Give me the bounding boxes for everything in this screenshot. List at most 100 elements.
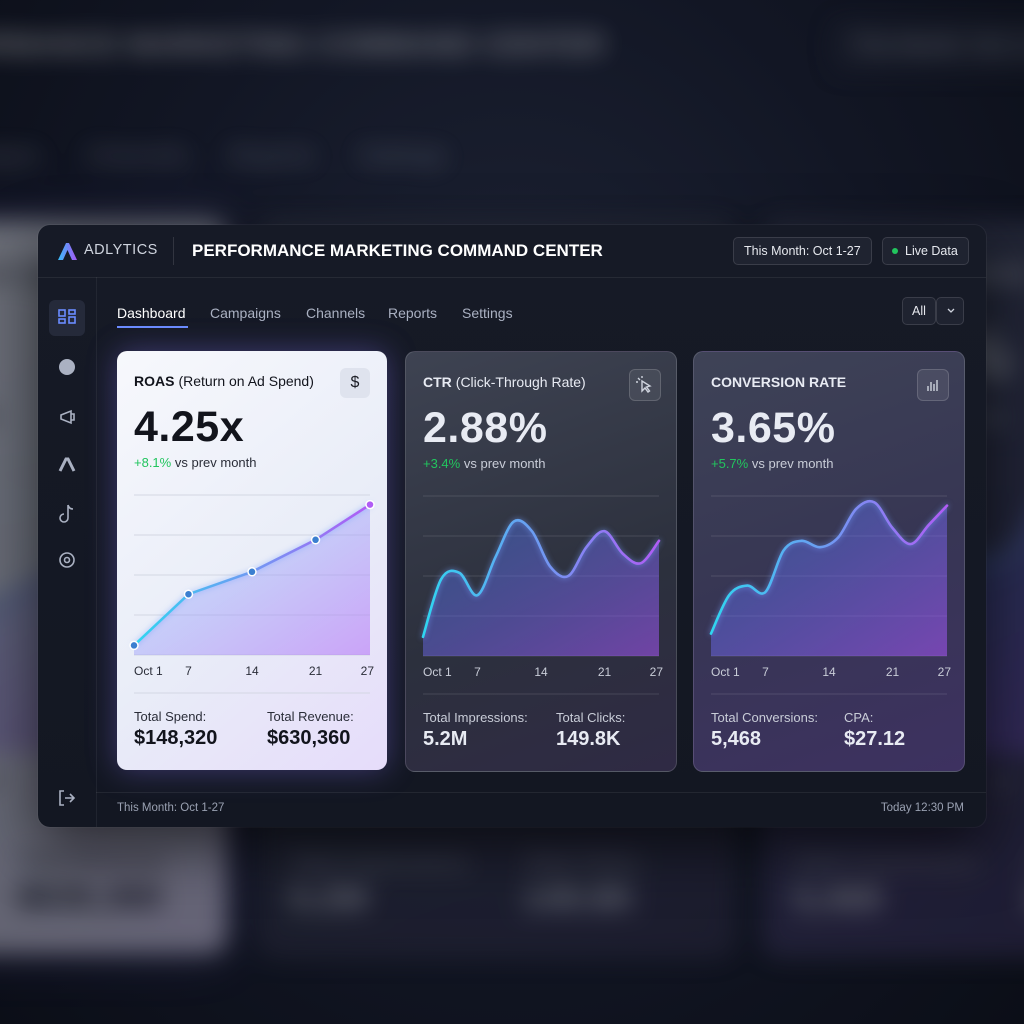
nav-tab: Campaigns (0, 140, 41, 168)
active-tab-underline (117, 326, 188, 328)
nav-tab[interactable]: Reports (388, 305, 438, 321)
footer-divider (96, 792, 986, 793)
header-bar: ADLYTICS PERFORMANCE MARKETING COMMAND C… (38, 225, 986, 278)
card-icon (917, 369, 949, 401)
total-value: 149.8K (556, 728, 621, 750)
metric-card: Oct 1 7 14 21 27 CONVERSION RATE 3.65% +5.7% vs… (693, 351, 965, 772)
x-tick-label: 21 (886, 665, 900, 679)
x-tick-label: 14 (0, 770, 2, 793)
nav-tab[interactable]: Campaigns (210, 305, 281, 321)
filter-dropdown[interactable]: All (902, 297, 936, 325)
icon-glyph (927, 380, 938, 391)
area-fill (423, 520, 659, 656)
live-dot (892, 248, 898, 254)
footer-timestamp: Today 12:30 PM (880, 802, 964, 814)
total-label: Total Conversions: (793, 848, 981, 875)
x-tick-label: 27 (361, 664, 375, 678)
x-tick-label: 7 (185, 664, 192, 678)
metric-change: +5.7% vs prev month (711, 456, 834, 471)
area-fill (711, 501, 947, 656)
data-point (247, 567, 257, 577)
x-tick-label: 27 (938, 665, 952, 679)
footer-date-range: This Month: Oct 1-27 (117, 802, 225, 814)
line (421, 518, 661, 639)
total-value: 5.2M (423, 728, 468, 750)
data-point (129, 640, 139, 651)
metric-value: 2.88% (423, 404, 548, 452)
icon-path (636, 376, 652, 393)
metric-change: +8.1% vs prev month (134, 455, 257, 470)
total-label: Total Impressions: (289, 848, 474, 875)
page-title: PERFORMANCE MARKETING COMMAND CENTER (0, 28, 605, 62)
card-title: CONVERSION RATE (711, 374, 846, 390)
icon-glyph (636, 376, 652, 393)
dashboard-icon[interactable] (58, 309, 76, 324)
x-tick-label: 21 (309, 664, 323, 678)
x-tick-label: 14 (245, 664, 259, 678)
total-value: 5,468 (793, 880, 882, 919)
change-text: vs prev month (463, 456, 546, 471)
total-label: Total Clicks: (522, 848, 644, 875)
footer-divider (0, 992, 1024, 994)
line-chart: Oct 1 7 14 21 27 (129, 494, 375, 694)
metric-card: Oct 1 7 14 21 27 ROAS(Return on Ad Spend) $4.2… (117, 351, 387, 770)
card-icon: $ (340, 368, 370, 398)
x-tick-label: 27 (650, 665, 664, 679)
page-title: PERFORMANCE MARKETING COMMAND CENTER (192, 241, 603, 260)
icon-path (927, 380, 938, 391)
total-label: Total Impressions: (423, 710, 528, 725)
data-point (310, 535, 321, 545)
total-value: $148,320 (134, 727, 218, 749)
nav-tab[interactable]: Settings (462, 305, 513, 321)
logout-icon[interactable] (59, 790, 76, 806)
metric-subtitle: (Click-Through Rate) (455, 374, 586, 390)
date-range-button: This Month: Oct 1-27 (832, 21, 1024, 70)
total-value: $27.12 (844, 728, 906, 750)
card-title: CTR(Click-Through Rate) (423, 374, 586, 390)
x-tick-label: 7 (762, 665, 769, 679)
x-tick-label: Oct 1 (423, 665, 452, 679)
total-value: 5.2M (289, 880, 368, 919)
x-tick-label: Oct 1 (711, 665, 740, 679)
date-range-button[interactable]: This Month: Oct 1-27 (733, 237, 872, 265)
x-tick-label: 21 (598, 665, 612, 679)
change-text: vs prev month (751, 456, 834, 471)
total-label: Total Clicks: (556, 710, 626, 725)
x-tick-label: Oct 1 (134, 664, 163, 678)
active-icon-bg (49, 300, 85, 336)
change-value: +8.1% (134, 455, 172, 470)
live-data-label: Live Data (905, 244, 958, 258)
total-value: 5,468 (711, 728, 762, 750)
facebook-icon[interactable] (59, 359, 75, 375)
metric-card: Oct 1 7 14 21 27 CTR(Click-Through Rate) 2.88%… (405, 351, 677, 772)
nav-tab: Channels (85, 140, 189, 168)
total-label: Total Spend: (134, 709, 207, 724)
tiktok-icon[interactable] (59, 504, 74, 523)
brand-name: ADLYTICS (84, 242, 158, 258)
nav-tab[interactable]: Channels (306, 305, 366, 321)
filter-toggle[interactable] (936, 297, 964, 325)
nav-tab: Settings (358, 140, 447, 168)
total-label: Total Revenue: (16, 847, 169, 874)
brand-logo (58, 243, 77, 260)
total-value: 149.8K (522, 880, 636, 919)
ads-icon[interactable] (58, 457, 76, 472)
metric-name: CTR (423, 374, 452, 390)
line-chart: Oct 1 7 14 21 27 (709, 495, 952, 695)
card-title: ROAS(Return on Ad Spend) (134, 373, 314, 389)
dashboard-window: ADLYTICS PERFORMANCE MARKETING COMMAND C… (38, 225, 986, 827)
data-point (183, 589, 194, 599)
metric-subtitle: (Return on Ad Spend) (178, 373, 314, 389)
change-value: +3.4% (423, 456, 461, 471)
sidebar-icons (49, 300, 85, 806)
total-label: Total Conversions: (711, 710, 818, 725)
change-text: vs prev month (174, 455, 257, 470)
nav-tab: Reports (228, 140, 315, 168)
settings-icon[interactable] (59, 552, 75, 568)
metric-value: 3.65% (711, 404, 836, 452)
campaign-icon[interactable] (60, 409, 75, 425)
card-icon (629, 369, 661, 401)
nav-tab[interactable]: Dashboard (117, 305, 186, 321)
